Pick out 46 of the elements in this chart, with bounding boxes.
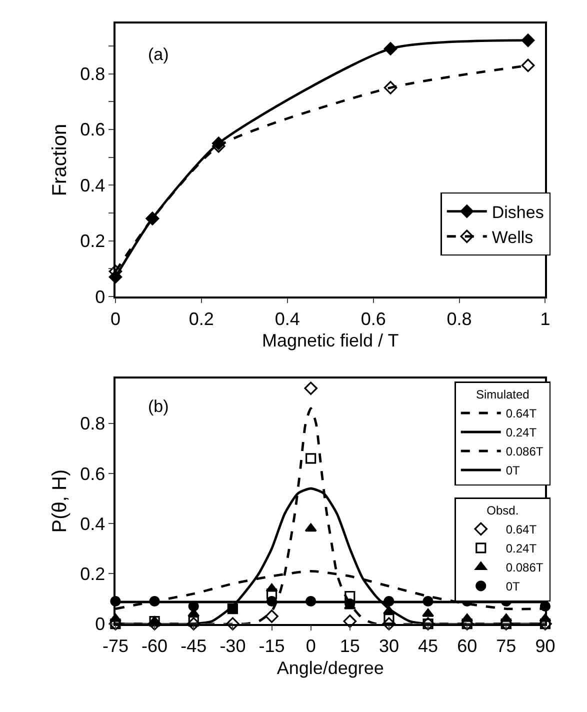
legend-label: 0.24T — [506, 426, 538, 440]
x-axis-title: Angle/degree — [276, 658, 384, 678]
x-tick-label: 1 — [540, 308, 550, 329]
legend-label: 0.086T — [506, 560, 544, 575]
x-tick-label: -30 — [220, 636, 246, 656]
text: Obsd. — [486, 503, 519, 518]
y-tick-label: 0.8 — [80, 414, 106, 434]
x-tick-label: -15 — [258, 636, 285, 656]
x-tick-label: 0.4 — [274, 308, 300, 329]
y-tick-label: 0 — [95, 286, 106, 307]
x-tick-label: 0.2 — [188, 308, 214, 329]
y-tick-label: 0.6 — [80, 464, 106, 484]
x-tick-label: -75 — [102, 636, 128, 656]
y-tick-label: 0.4 — [80, 175, 106, 196]
x-tick-label: -60 — [142, 636, 168, 656]
y-tick-label: 0 — [95, 614, 106, 634]
x-tick-label: 90 — [535, 636, 556, 656]
legend-label: 0T — [506, 464, 521, 478]
x-tick-label: 60 — [457, 636, 478, 656]
legend-label: 0.24T — [506, 542, 538, 556]
legend-label: Dishes — [492, 202, 544, 222]
legend-label: Wells — [492, 228, 534, 247]
x-tick-label: 0 — [110, 308, 120, 329]
x-tick-label: 0.8 — [446, 308, 472, 329]
annotation: (b) — [148, 397, 169, 416]
y-axis-title: P(θ, H) — [49, 469, 72, 533]
x-tick-label: 75 — [496, 636, 516, 656]
x-tick-label: 45 — [418, 636, 438, 656]
x-tick-label: -45 — [180, 636, 207, 656]
legend-label: 0.086T — [506, 444, 544, 459]
x-axis-title: Magnetic field / T — [262, 330, 399, 350]
x-tick-label: 0.6 — [360, 308, 386, 329]
annotation: (a) — [148, 45, 169, 64]
x-tick-label: 30 — [378, 636, 399, 656]
y-axis-title: Fraction — [49, 124, 72, 196]
y-tick-label: 0.8 — [80, 64, 106, 84]
y-tick-label: 0.2 — [80, 231, 106, 252]
legend-label: 0.64T — [506, 522, 538, 537]
x-tick-label: 15 — [340, 636, 360, 656]
y-tick-label: 0.2 — [80, 564, 106, 584]
legend-label: 0T — [506, 580, 521, 594]
text: Simulated — [476, 387, 530, 402]
x-tick-label: 0 — [306, 636, 316, 656]
y-tick-label: 0.6 — [80, 120, 106, 140]
y-tick-label: 0.4 — [80, 514, 106, 534]
legend-label: 0.64T — [506, 406, 538, 421]
